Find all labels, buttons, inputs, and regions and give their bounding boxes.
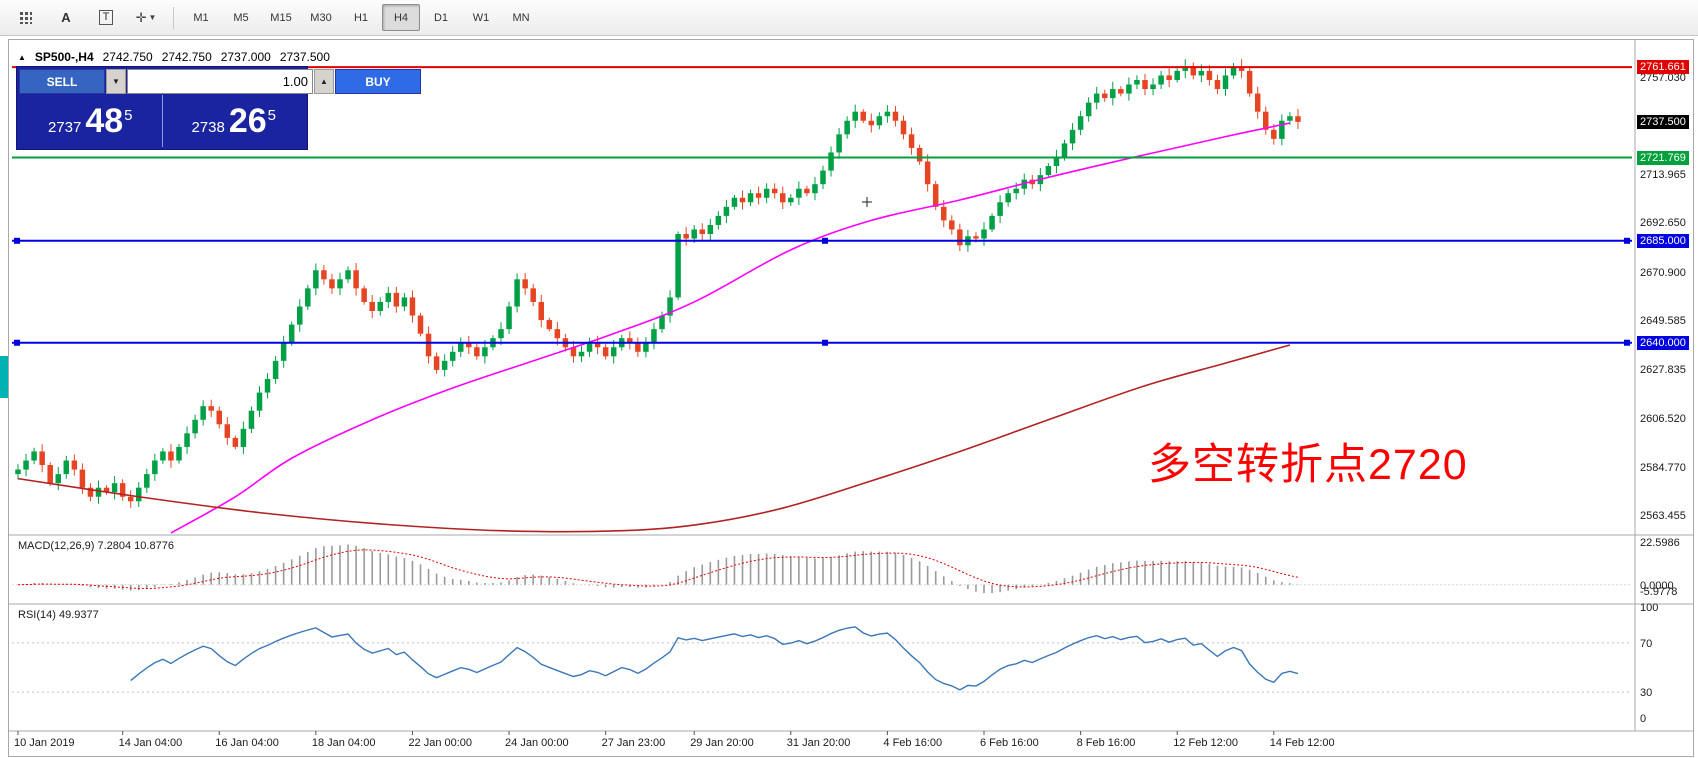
crosshair-tool-button[interactable]: ✛ ▼ — [127, 4, 165, 31]
time-axis-label: 27 Jan 23:00 — [601, 737, 666, 749]
rsi-axis-label: 30 — [1640, 687, 1653, 700]
crosshair-marker — [862, 197, 872, 207]
price-scale-label: 2692.650 — [1640, 217, 1686, 230]
price-tag: 2640.000 — [1637, 335, 1689, 350]
timeframe-button-m1[interactable]: M1 — [193, 11, 209, 24]
line-handle[interactable] — [1624, 237, 1630, 244]
price-tag: 2721.769 — [1637, 150, 1689, 165]
rsi-axis-label: 70 — [1640, 637, 1653, 650]
time-axis-label: 14 Feb 12:00 — [1269, 737, 1335, 749]
ma-fast-line — [170, 122, 1291, 534]
volume-decrease-button[interactable]: ▼ — [106, 69, 126, 94]
time-axis-label: 18 Jan 04:00 — [311, 737, 376, 749]
macd-axis-label: -5.9778 — [1640, 586, 1678, 598]
rsi-indicator-label: RSI(14) 49.9377 — [18, 609, 99, 621]
buy-button[interactable]: BUY — [335, 69, 421, 94]
macd-signal-line — [17, 549, 1299, 590]
buy-price-prefix: 2738 — [191, 118, 225, 136]
symbol-label: SP500-,H4 — [34, 50, 94, 64]
timeframe-button-w1[interactable]: W1 — [472, 11, 490, 24]
line-handle[interactable] — [1624, 339, 1630, 346]
line-handle[interactable] — [822, 237, 828, 244]
sell-price-pips: 48 — [85, 102, 124, 140]
collapse-triangle-icon[interactable]: ▲ — [18, 52, 26, 62]
chart-window-border — [8, 39, 1694, 757]
macd-indicator-label: MACD(12,26,9) 7.2804 10.8776 — [18, 540, 174, 552]
timeframe-button-d1[interactable]: D1 — [433, 11, 449, 24]
rsi-axis-label: 100 — [1640, 602, 1659, 614]
sell-button[interactable]: SELL — [19, 69, 105, 94]
price-tag: 2737.500 — [1637, 114, 1689, 129]
timeframe-button-m30[interactable]: M30 — [310, 11, 332, 24]
timeframe-button-mn[interactable]: MN — [512, 11, 530, 24]
grid-tool-button[interactable] — [7, 4, 45, 31]
time-axis-label: 24 Jan 00:00 — [505, 737, 569, 749]
time-axis-label: 22 Jan 00:00 — [408, 737, 473, 749]
price-scale-label: 2606.520 — [1640, 412, 1686, 425]
time-axis-label: 10 Jan 2019 — [14, 737, 75, 749]
timeframe-button-h4[interactable]: H4 — [382, 4, 420, 31]
toolbar: A T ✛ ▼ M1 M5 M15 M30 H1 H4 D1 W1 MN — [0, 0, 1698, 36]
dropdown-caret-icon: ▼ — [148, 13, 157, 22]
macd-histogram — [25, 544, 1299, 594]
time-axis-label: 29 Jan 20:00 — [690, 737, 754, 749]
macd-axis-label: 22.5986 — [1640, 536, 1680, 549]
ohlc-low: 2737.000 — [220, 50, 271, 64]
sell-price-point: 5 — [124, 106, 133, 124]
text-tool-button[interactable]: A — [47, 4, 85, 31]
line-handle[interactable] — [822, 339, 828, 346]
ohlc-high: 2742.750 — [161, 50, 212, 64]
background-window-edge — [0, 356, 8, 398]
time-axis-label: 16 Jan 04:00 — [215, 737, 279, 749]
timeframe-button-h1[interactable]: H1 — [353, 11, 369, 24]
time-axis-label: 4 Feb 16:00 — [883, 737, 943, 749]
price-tag: 2761.661 — [1637, 60, 1689, 75]
volume-input[interactable] — [127, 69, 313, 94]
ma-slow-line — [17, 344, 1291, 533]
price-scale-label: 2757.030 — [1640, 71, 1686, 84]
price-scale-label: 2649.585 — [1640, 315, 1686, 328]
time-axis-label: 12 Feb 12:00 — [1173, 737, 1239, 749]
price-scale-label: 2670.900 — [1640, 266, 1686, 279]
volume-increase-button[interactable]: ▲ — [314, 69, 334, 94]
chart-text-annotation[interactable]: 多空转折点2720 — [1148, 441, 1468, 489]
timeframe-button-m5[interactable]: M5 — [233, 11, 249, 24]
price-scale-label: 2563.455 — [1640, 510, 1686, 523]
price-scale-label: 2584.770 — [1640, 461, 1686, 474]
time-axis-label: 14 Jan 04:00 — [118, 737, 183, 749]
boxed-t-icon: T — [98, 10, 114, 25]
rsi-line — [130, 626, 1299, 691]
buy-price-pips: 26 — [228, 102, 267, 140]
grid-icon — [20, 11, 32, 24]
time-axis-label: 31 Jan 20:00 — [786, 737, 851, 749]
chart-header: ▲ SP500-,H4 2742.750 2742.750 2737.000 2… — [18, 50, 330, 64]
price-scale-label: 2713.965 — [1640, 169, 1686, 182]
sell-price-prefix: 2737 — [47, 118, 82, 136]
ohlc-open: 2742.750 — [102, 50, 153, 64]
price-tag: 2685.000 — [1637, 233, 1689, 248]
one-click-trade-panel: SELL ▼ ▲ BUY 2737 48 5 2738 26 5 — [16, 66, 421, 150]
buy-price-display[interactable]: 2738 26 5 — [161, 95, 305, 147]
crosshair-icon: ✛ — [135, 9, 147, 25]
ohlc-close: 2737.500 — [279, 50, 330, 64]
buy-price-point: 5 — [267, 106, 277, 124]
sell-price-display[interactable]: 2737 48 5 — [19, 95, 162, 147]
timeframe-button-group: M1 M5 M15 M30 H1 H4 D1 W1 MN — [181, 4, 541, 31]
line-handle[interactable] — [14, 339, 20, 346]
macd-axis-label: 0.0000 — [1640, 579, 1674, 592]
time-axis-label: 6 Feb 16:00 — [980, 737, 1039, 749]
candlestick-series — [15, 59, 1301, 508]
price-scale-label: 2627.835 — [1640, 364, 1686, 377]
timeframe-button-m15[interactable]: M15 — [270, 11, 292, 24]
letter-a-icon: A — [61, 10, 71, 25]
toolbar-separator — [173, 6, 174, 29]
time-axis-label: 8 Feb 16:00 — [1076, 737, 1136, 749]
line-handle[interactable] — [14, 237, 20, 244]
text-label-tool-button[interactable]: T — [87, 4, 125, 31]
rsi-axis-label: 0 — [1640, 713, 1647, 725]
